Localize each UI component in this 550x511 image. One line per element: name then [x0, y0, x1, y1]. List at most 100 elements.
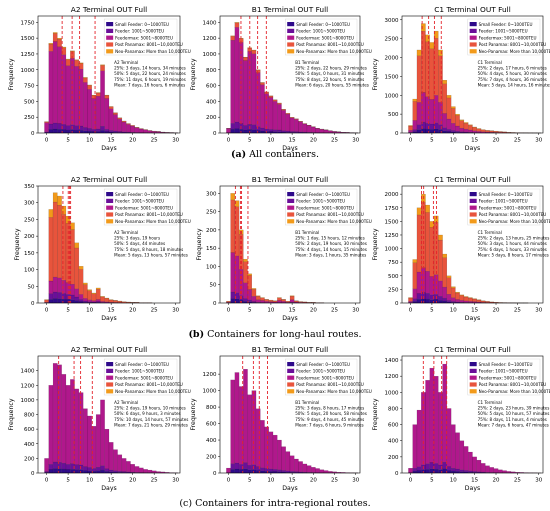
bar-feedermax [48, 51, 54, 125]
bar-feeder [433, 463, 439, 470]
annotation-line: Mean: 7 days, 21 hours, 29 minutes [114, 422, 188, 427]
bar-post-panamax [104, 298, 110, 302]
bar-neo-panamax [459, 119, 465, 121]
bar-small-feeder [100, 130, 105, 134]
annotation-title: A2 Terminal [114, 60, 138, 65]
annotation-line: 50%: 4 days, 5 hours, 30 minutes [478, 71, 547, 76]
x-tick-label: 0 [409, 138, 413, 144]
legend-swatch-neo-panamax [287, 49, 295, 54]
bar-feedermax [87, 299, 92, 302]
legend-label: Post Panamax: 8001~10,000TEU [479, 42, 547, 47]
bar-post-panamax [44, 299, 49, 303]
legend-swatch-post-panamax [106, 42, 114, 47]
bar-post-panamax [459, 295, 465, 301]
x-tick-label: 25 [331, 138, 338, 144]
bar-post-panamax [485, 130, 490, 133]
bar-feedermax [134, 466, 140, 473]
bar-feedermax [277, 439, 282, 470]
legend-box [285, 18, 358, 56]
bar-feedermax [476, 131, 482, 133]
y-tick-label: 600 [206, 422, 217, 428]
bar-post-panamax [52, 33, 58, 42]
annotation-line: Mean: 3 days, 1 hours, 35 minutes [295, 252, 366, 257]
bar-feedermax [74, 388, 80, 465]
legend-label: Feedermax: 5001~8000TEU [296, 375, 354, 380]
bar-feedermax [442, 113, 448, 128]
bar-feeder [251, 124, 257, 130]
bar-feedermax [143, 469, 148, 473]
bar-feeder [442, 297, 448, 302]
bar-feedermax [408, 130, 413, 133]
y-tick-label: 600 [206, 84, 217, 90]
legend-box [467, 358, 541, 396]
legend-label: Neo-Panamax: More than 10,000TEU [115, 49, 191, 54]
bar-neo-panamax [78, 62, 84, 64]
annotation-line: Mean: 7 days, 6 hours, 47 minutes [478, 422, 549, 427]
bar-small-feeder [416, 129, 422, 134]
bar-feeder [438, 296, 443, 301]
bar-feedermax [463, 300, 469, 303]
bar-feedermax [281, 110, 286, 131]
chart-c2: B1 Terminal OUT Full 0 5 10 15 20 25 30 0 200 400 6… [190, 345, 372, 492]
bar-feedermax [302, 463, 308, 473]
x-tick-label: 15 [108, 138, 115, 144]
bar-post-panamax [463, 296, 469, 302]
bar-feedermax [485, 465, 490, 473]
bar-feedermax [226, 467, 231, 473]
legend-swatch-post-panamax [287, 42, 295, 47]
bar-post-panamax [117, 117, 123, 120]
legend-label: Post Panamax: 8001~10,000TEU [115, 42, 183, 47]
x-tick-label: 5 [248, 308, 252, 314]
bar-feedermax [416, 409, 422, 467]
annotation-line: 75%: 9 days, 4 hours, 45 minutes [295, 417, 364, 422]
bar-feeder [416, 293, 422, 300]
legend-swatch-feeder [106, 368, 114, 373]
bar-feeder [429, 123, 435, 130]
bar-small-feeder [234, 468, 240, 474]
x-tick-label: 15 [471, 478, 478, 484]
x-axis-label: Days [465, 145, 480, 152]
x-tick-label: 10 [267, 308, 274, 314]
bar-post-panamax [251, 50, 257, 54]
bar-neo-panamax [455, 291, 460, 294]
bar-feedermax [489, 467, 495, 473]
legend-label: Post Panamax: 8001~10,000TEU [296, 382, 364, 387]
bar-neo-panamax [438, 49, 443, 56]
annotation-line: 75%: 4 days, 14 hours, 15 minutes [295, 247, 367, 252]
x-tick-label: 30 [535, 478, 542, 484]
legend: Small Feeder: 0~1000TEU Feeder: 1001~5000… [467, 18, 550, 56]
chart-title: C1 Terminal OUT Full [434, 345, 511, 354]
bar-feedermax [65, 385, 71, 465]
y-tick-label: 100 [24, 268, 35, 274]
legend-label: Feedermax: 5001~8000TEU [296, 35, 354, 40]
y-tick-label: 200 [24, 234, 35, 240]
bar-feedermax [408, 301, 413, 303]
bar-feeder [446, 129, 452, 132]
annotation-line: 50%: 5 days, 20 hours, 58 minutes [295, 411, 367, 416]
annotation-title: C1 Terminal [478, 60, 502, 65]
legend-swatch-feeder [287, 368, 295, 373]
bar-feedermax [83, 298, 88, 302]
bar-feedermax [328, 130, 333, 133]
bar-post-panamax [416, 55, 422, 103]
bar-feedermax [100, 399, 105, 466]
bar-feeder [450, 468, 456, 472]
bar-post-panamax [78, 269, 84, 295]
bar-feeder [272, 469, 278, 472]
bar-feeder [272, 129, 278, 132]
bar-small-feeder [52, 468, 58, 474]
legend-swatch-post-panamax [469, 382, 477, 387]
legend-swatch-small-feeder [106, 192, 114, 197]
legend-label: Feeder: 1001~5000TEU [479, 199, 528, 204]
plot-frame [401, 15, 544, 134]
bar-feedermax [272, 101, 278, 130]
caption-b-label: (b) [188, 329, 204, 340]
bar-feeder [95, 466, 101, 471]
legend-label: Feeder: 1001~5000TEU [115, 29, 164, 34]
bar-feeder [65, 125, 71, 131]
y-axis-label: Frequency [8, 398, 15, 430]
y-tick-label: 800 [24, 413, 35, 419]
annotation-title: A2 Terminal [114, 230, 138, 235]
x-axis-label: Days [465, 315, 480, 322]
